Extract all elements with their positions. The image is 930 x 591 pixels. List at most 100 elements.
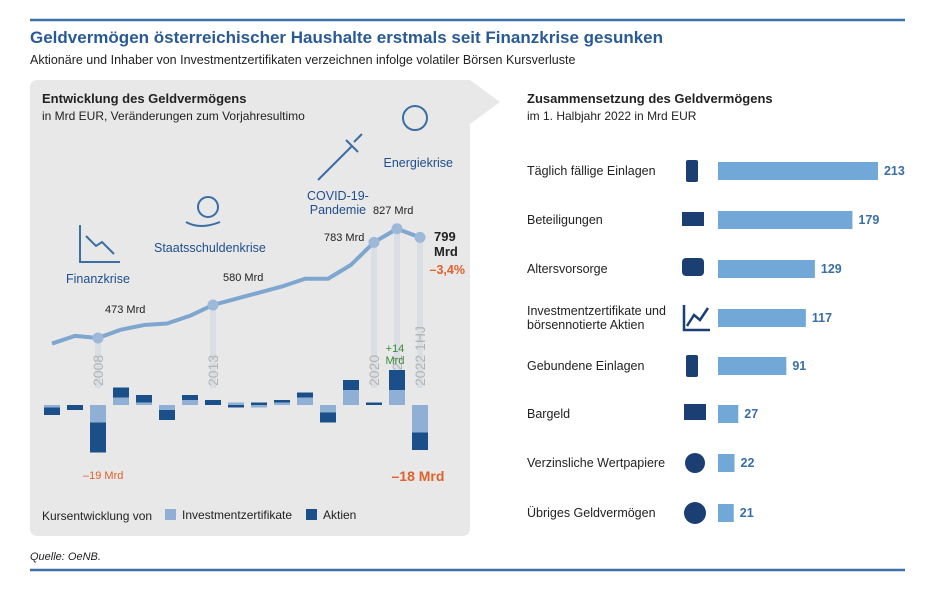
category-label: Gebundene Einlagen [527,359,645,373]
bar [90,405,106,423]
point [92,332,104,344]
annotation: –19 Mrd [83,469,124,482]
point-label: 827 Mrd [373,205,414,218]
category-label: Investmentzertifikate und börsennotierte… [527,303,666,332]
category-label: Beteiligungen [527,213,603,227]
point-label: 473 Mrd [105,303,146,316]
bar [67,405,83,410]
icon [684,404,706,420]
annotation: Finanzkrise [66,272,130,286]
bar [228,402,244,405]
annotation: Energiekrise [383,156,453,170]
icon-syringe [317,133,363,181]
row-icons [682,160,710,524]
value-label: 213 [883,164,905,178]
point [368,236,380,248]
bar [182,400,198,405]
bar [320,412,336,423]
bar [44,405,60,408]
value-label: 27 [744,407,759,421]
value-label: 129 [820,262,842,276]
legend-swatch [306,509,317,520]
icon [682,258,704,276]
bar [90,422,106,453]
bar [343,380,359,390]
source: Quelle: OeNB. [30,551,101,563]
point [207,299,219,311]
bar [297,397,313,405]
category-label: Übriges Geldvermögen [527,506,656,520]
icon [684,502,706,524]
x-tick-label: 2020 [366,355,382,386]
value-label: 117 [811,311,833,325]
point-label: 783 Mrd [324,231,365,244]
bar [205,400,221,405]
category-label: Bargeld [527,407,571,421]
bar [366,402,382,405]
point [391,223,403,235]
chart-title: Entwicklung des Geldvermögens [42,91,247,106]
value-label: 22 [740,456,755,470]
icon-bulb [402,105,428,131]
bar [389,370,405,390]
bar [251,402,267,405]
bar [251,405,267,408]
title: Geldvermögen österreichischer Haushalte … [30,28,664,47]
legend-label: Aktien [323,508,357,522]
bar [159,410,175,420]
point-label: 799 Mrd [434,229,458,260]
bar [44,407,60,415]
subtitle: Aktionäre und Inhaber von Investmentzert… [30,53,576,67]
bar [718,405,739,423]
annotation: –18 Mrd [391,468,445,484]
annotation: Staatsschuldenkrise [154,241,266,255]
legend-swatch [165,509,176,520]
legend-title: Kursentwicklung von [42,509,153,523]
bar [412,405,428,433]
bar [718,309,806,327]
bar [136,395,152,403]
point [414,231,426,243]
bar [718,162,878,180]
category-label: Täglich fällige Einlagen [527,164,656,178]
annotation: COVID-19- Pandemie [307,188,369,217]
annotation: +14 Mrd [385,342,405,368]
bar [718,454,735,472]
line [51,226,421,346]
bar [320,405,336,413]
bar [274,402,290,405]
icon [686,355,698,377]
bar [182,395,198,400]
icon [686,160,698,182]
chart-subtitle: im 1. Halbjahr 2022 in Mrd EUR [527,109,697,123]
icons [79,105,428,263]
icon [682,212,704,226]
point-label: 580 Mrd [223,272,264,285]
bar [228,405,244,408]
bar [274,400,290,403]
value-label: 179 [858,213,880,227]
legend-label: Investmentzertifikate [182,508,293,522]
annotation: –3,4% [429,263,465,277]
bar [389,390,405,405]
icon-crisis [79,225,120,263]
x-tick-label: 2013 [205,355,221,386]
bar [113,387,129,398]
chart-subtitle: in Mrd EUR, Veränderungen zum Vorjahresu… [42,109,305,123]
category-label: Verzinsliche Wertpapiere [527,456,666,470]
value-label: 21 [739,506,754,520]
category-label: Altersvorsorge [527,262,608,276]
icon [685,453,705,473]
bar [412,432,428,450]
icon-euro [197,196,219,218]
bar [113,397,129,405]
value-label: 91 [792,359,807,373]
panel [30,80,500,536]
bar [159,405,175,410]
bar [718,504,734,522]
icon [682,305,710,332]
bar [718,357,787,375]
chart-title: Zusammensetzung des Geldvermögens [527,91,773,106]
